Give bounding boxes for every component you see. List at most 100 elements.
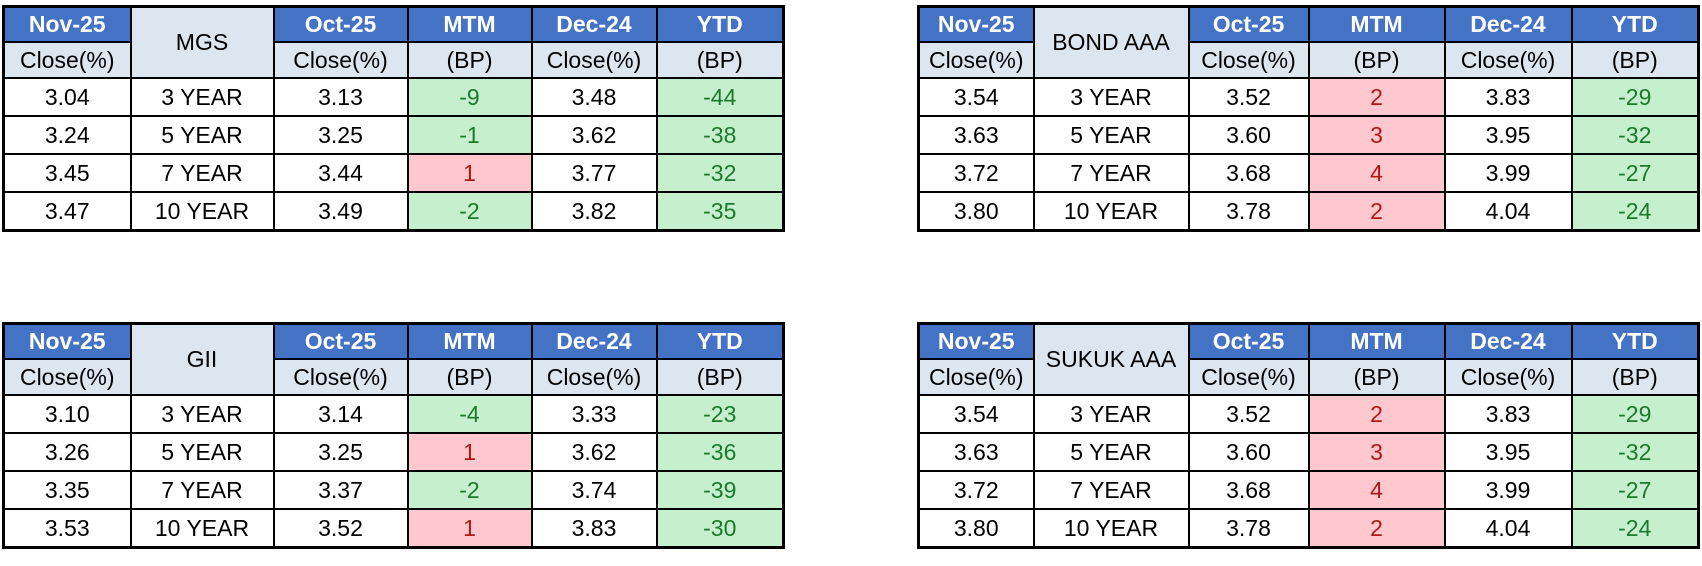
cell-dec-close: 3.62 [530,115,658,155]
cell-ytd: -29 [1570,394,1700,434]
table-row: 3.54 3 YEAR 3.52 2 3.83 -29 [917,394,1700,434]
header-ytd: YTD [1570,322,1700,360]
cell-ytd: -29 [1570,77,1700,117]
cell-ytd: -39 [655,470,785,510]
cell-ytd: -32 [1570,115,1700,155]
cell-oct-close: 3.49 [272,191,409,232]
table-row: 3.26 5 YEAR 3.25 1 3.62 -36 [2,432,785,472]
cell-nov-close: 3.54 [917,394,1035,434]
table-row: 3.10 3 YEAR 3.14 -4 3.33 -23 [2,394,785,434]
subheader-bp: (BP) [1570,41,1700,79]
cell-oct-close: 3.25 [272,115,409,155]
subheader-bp: (BP) [655,41,785,79]
table-name-cell: SUKUK AAA [1032,322,1190,396]
subheader-close-pct: Close(%) [272,41,409,79]
cell-dec-close: 4.04 [1443,508,1573,549]
cell-nov-close: 3.72 [917,470,1035,510]
cell-oct-close: 3.60 [1187,115,1310,155]
header-mtm: MTM [1307,5,1446,43]
cell-oct-close: 3.60 [1187,432,1310,472]
subheader-close-pct: Close(%) [272,358,409,396]
cell-oct-close: 3.52 [1187,394,1310,434]
cell-nov-close: 3.72 [917,153,1035,193]
subheader-close-pct: Close(%) [917,41,1035,79]
header-row-period: Nov-25 GII Oct-25 MTM Dec-24 YTD [2,322,785,396]
header-oct-25: Oct-25 [1187,322,1310,360]
header-dec-24: Dec-24 [1443,322,1573,360]
cell-ytd: -24 [1570,508,1700,549]
table-sukuk-aaa: Nov-25 SUKUK AAA Oct-25 MTM Dec-24 YTD C… [917,322,1700,549]
header-dec-24: Dec-24 [530,5,658,43]
cell-nov-close: 3.80 [917,508,1035,549]
header-row-period: Nov-25 BOND AAA Oct-25 MTM Dec-24 YTD [917,5,1700,79]
header-nov-25: Nov-25 [917,322,1035,360]
cell-oct-close: 3.52 [272,508,409,549]
cell-mtm: 1 [406,508,533,549]
cell-mtm: -9 [406,77,533,117]
table-row: 3.45 7 YEAR 3.44 1 3.77 -32 [2,153,785,193]
header-row-units: Close(%) Close(%) (BP) Close(%) (BP) [2,41,785,79]
cell-oct-close: 3.37 [272,470,409,510]
cell-dec-close: 3.83 [1443,77,1573,117]
cell-tenor: 7 YEAR [129,470,275,510]
header-ytd: YTD [1570,5,1700,43]
cell-dec-close: 3.77 [530,153,658,193]
cell-ytd: -38 [655,115,785,155]
cell-nov-close: 3.53 [2,508,132,549]
header-dec-24: Dec-24 [530,322,658,360]
header-row-units: Close(%) Close(%) (BP) Close(%) (BP) [917,358,1700,396]
table-row: 3.24 5 YEAR 3.25 -1 3.62 -38 [2,115,785,155]
cell-dec-close: 3.48 [530,77,658,117]
table-name-cell: MGS [129,5,275,79]
cell-nov-close: 3.10 [2,394,132,434]
cell-mtm: 1 [406,153,533,193]
cell-tenor: 7 YEAR [129,153,275,193]
cell-oct-close: 3.68 [1187,470,1310,510]
cell-tenor: 7 YEAR [1032,153,1190,193]
cell-mtm: 4 [1307,470,1446,510]
cell-oct-close: 3.52 [1187,77,1310,117]
cell-nov-close: 3.04 [2,77,132,117]
subheader-close-pct: Close(%) [1443,41,1573,79]
table-row: 3.35 7 YEAR 3.37 -2 3.74 -39 [2,470,785,510]
table-gii: Nov-25 GII Oct-25 MTM Dec-24 YTD Close(%… [2,322,785,549]
cell-tenor: 10 YEAR [129,508,275,549]
subheader-close-pct: Close(%) [2,41,132,79]
cell-oct-close: 3.78 [1187,508,1310,549]
header-mtm: MTM [1307,322,1446,360]
cell-ytd: -24 [1570,191,1700,232]
subheader-close-pct: Close(%) [530,358,658,396]
subheader-bp: (BP) [1307,358,1446,396]
table-mgs: Nov-25 MGS Oct-25 MTM Dec-24 YTD Close(%… [2,5,785,232]
subheader-close-pct: Close(%) [2,358,132,396]
table-row: 3.54 3 YEAR 3.52 2 3.83 -29 [917,77,1700,117]
cell-dec-close: 3.99 [1443,470,1573,510]
cell-nov-close: 3.80 [917,191,1035,232]
cell-ytd: -27 [1570,153,1700,193]
cell-dec-close: 3.74 [530,470,658,510]
header-oct-25: Oct-25 [1187,5,1310,43]
table-bond-aaa: Nov-25 BOND AAA Oct-25 MTM Dec-24 YTD Cl… [917,5,1700,232]
cell-tenor: 5 YEAR [129,115,275,155]
table-row: 3.80 10 YEAR 3.78 2 4.04 -24 [917,508,1700,549]
header-nov-25: Nov-25 [2,5,132,43]
subheader-bp: (BP) [1570,358,1700,396]
table-row: 3.72 7 YEAR 3.68 4 3.99 -27 [917,153,1700,193]
cell-nov-close: 3.47 [2,191,132,232]
cell-dec-close: 3.83 [1443,394,1573,434]
table-row: 3.47 10 YEAR 3.49 -2 3.82 -35 [2,191,785,232]
header-oct-25: Oct-25 [272,322,409,360]
header-oct-25: Oct-25 [272,5,409,43]
cell-oct-close: 3.14 [272,394,409,434]
header-nov-25: Nov-25 [2,322,132,360]
header-nov-25: Nov-25 [917,5,1035,43]
cell-mtm: 2 [1307,77,1446,117]
cell-tenor: 3 YEAR [1032,77,1190,117]
cell-mtm: 3 [1307,432,1446,472]
cell-nov-close: 3.63 [917,115,1035,155]
cell-tenor: 7 YEAR [1032,470,1190,510]
cell-oct-close: 3.13 [272,77,409,117]
table-row: 3.72 7 YEAR 3.68 4 3.99 -27 [917,470,1700,510]
cell-mtm: 4 [1307,153,1446,193]
